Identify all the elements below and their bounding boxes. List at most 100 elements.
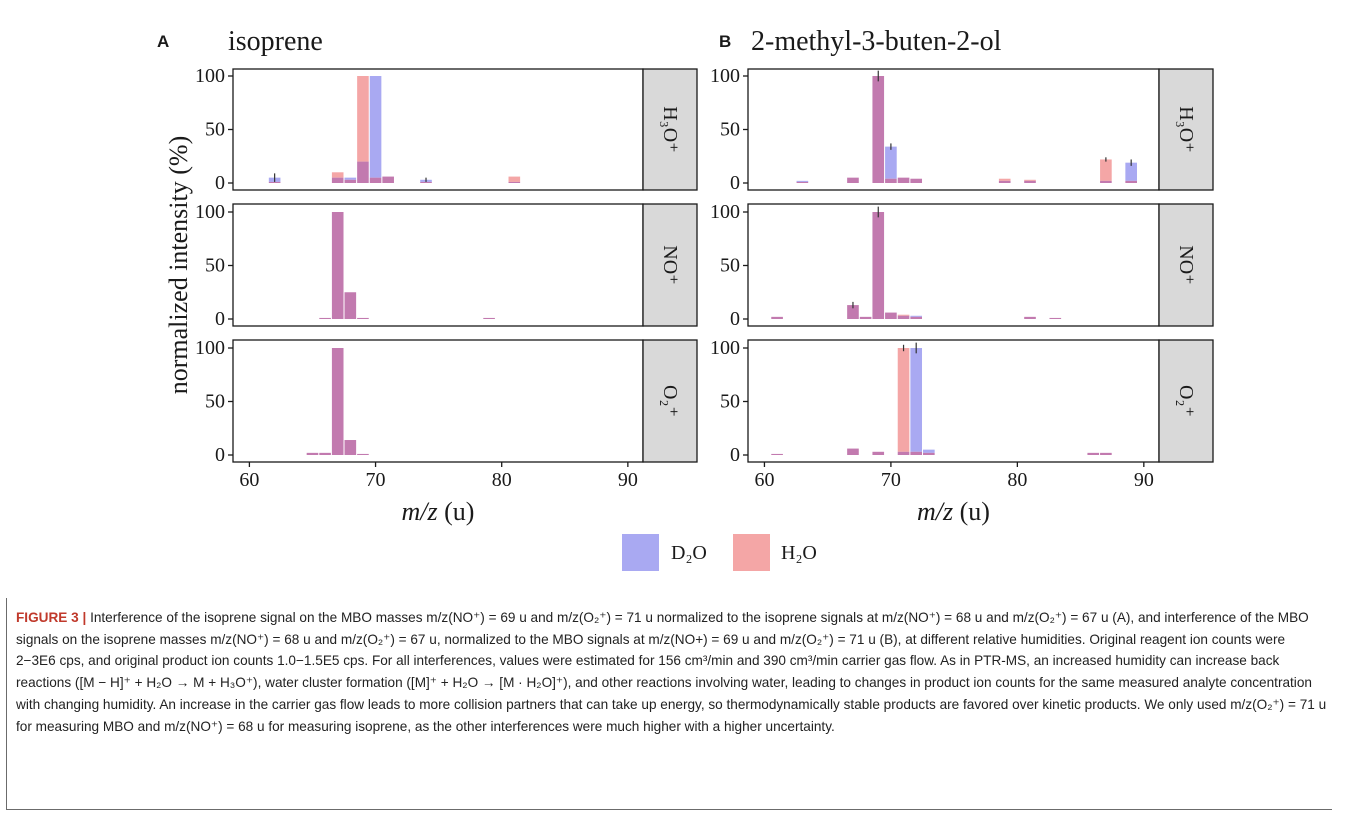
bar-overlap — [847, 448, 859, 455]
legend-swatch-d2o — [622, 534, 659, 571]
bar-d2o — [796, 180, 809, 182]
y-tick-label: 0 — [215, 444, 225, 466]
y-tick-label: 100 — [710, 65, 740, 87]
bar-overlap — [1125, 180, 1137, 183]
bar-overlap — [508, 181, 521, 183]
bar-overlap — [369, 177, 382, 183]
bar-overlap — [306, 452, 319, 455]
y-tick-label: 50 — [720, 255, 740, 277]
bar-overlap — [847, 305, 859, 319]
bar-overlap — [483, 317, 495, 319]
bar-overlap — [331, 348, 344, 455]
facet-strip-label: NO⁺ — [1175, 245, 1197, 284]
bar-overlap — [268, 181, 281, 183]
bar-overlap — [910, 178, 923, 183]
bar-overlap — [382, 176, 394, 183]
bar-d2o — [910, 348, 923, 452]
y-tick-label: 100 — [195, 201, 225, 223]
bar-overlap — [357, 453, 369, 455]
x-tick-label: 60 — [754, 469, 774, 491]
facet-strip-label: O₂⁺ — [659, 385, 681, 417]
bar-overlap — [872, 76, 885, 183]
bar-overlap — [1049, 317, 1062, 319]
x-tick-label: 90 — [1134, 469, 1154, 491]
y-tick-label: 50 — [720, 391, 740, 413]
x-axis-title: m/z (u) — [402, 497, 475, 526]
bar-h2o — [357, 76, 369, 162]
panel-title-B: 2-methyl-3-buten-2-ol — [751, 26, 1002, 57]
facet-frame — [747, 68, 1160, 191]
x-tick-label: 60 — [239, 469, 259, 491]
facet-strip — [642, 339, 698, 463]
bar-overlap — [885, 312, 897, 319]
bar-overlap — [420, 181, 432, 183]
bar-overlap — [885, 178, 897, 183]
bar-d2o — [910, 315, 923, 317]
bar-overlap — [859, 316, 872, 319]
y-tick-label: 100 — [195, 337, 225, 359]
y-tick-label: 100 — [710, 337, 740, 359]
y-tick-label: 50 — [205, 119, 225, 141]
facet-strip — [1158, 339, 1214, 463]
facet-frame — [232, 68, 644, 191]
bar-h2o — [998, 178, 1011, 181]
panel-letter-A: A — [157, 32, 169, 51]
facet-strip-label: O₂⁺ — [1175, 385, 1197, 417]
y-tick-label: 0 — [730, 172, 740, 194]
bar-overlap — [872, 212, 885, 319]
bar-overlap — [331, 177, 344, 183]
y-tick-label: 100 — [710, 201, 740, 223]
legend-label-d2o: D₂O — [671, 542, 707, 564]
bar-overlap — [897, 315, 910, 319]
bar-h2o — [508, 176, 521, 182]
bar-d2o — [923, 449, 935, 453]
caption-frame — [6, 598, 1332, 810]
facet-frame — [232, 203, 644, 327]
x-tick-label: 80 — [1007, 469, 1027, 491]
facet-frame — [747, 339, 1160, 463]
facet-strip — [642, 68, 698, 191]
bar-overlap — [847, 177, 859, 183]
legend-label-h2o: H₂O — [781, 542, 817, 564]
bar-overlap — [1024, 316, 1036, 319]
bar-h2o — [897, 348, 910, 452]
y-tick-label: 0 — [215, 172, 225, 194]
panel-letter-B: B — [719, 32, 731, 51]
x-tick-label: 80 — [492, 469, 512, 491]
bar-overlap — [910, 316, 923, 319]
bar-d2o — [369, 76, 382, 178]
facet-frame — [232, 339, 644, 463]
bar-overlap — [357, 317, 369, 319]
x-tick-label: 90 — [618, 469, 638, 491]
facet-strip-label: H₃O⁺ — [1175, 106, 1197, 152]
y-tick-label: 50 — [720, 119, 740, 141]
bar-d2o — [885, 146, 897, 179]
bar-h2o — [1100, 159, 1112, 181]
bar-overlap — [872, 451, 885, 455]
legend-swatch-h2o — [733, 534, 770, 571]
y-tick-label: 100 — [195, 65, 225, 87]
bar-h2o — [897, 314, 910, 316]
caption-text: Interference of the isoprene signal on t… — [16, 610, 1327, 734]
facet-frame — [747, 203, 1160, 327]
bar-overlap — [796, 181, 809, 183]
bar-overlap — [910, 451, 923, 455]
bar-d2o — [344, 177, 357, 180]
bar-overlap — [998, 180, 1011, 183]
caption-figure-label: FIGURE 3 | — [16, 610, 87, 625]
bar-overlap — [357, 161, 369, 183]
facet-strip — [1158, 203, 1214, 327]
y-axis-title: normalized intensity (%) — [164, 136, 193, 394]
bar-overlap — [344, 179, 357, 183]
bar-overlap — [319, 317, 331, 319]
bar-h2o — [331, 172, 344, 178]
y-tick-label: 50 — [205, 255, 225, 277]
bar-overlap — [771, 453, 783, 455]
y-tick-label: 50 — [205, 391, 225, 413]
bar-overlap — [331, 212, 344, 319]
bar-overlap — [1024, 180, 1036, 183]
x-tick-label: 70 — [366, 469, 386, 491]
bar-overlap — [1100, 180, 1112, 183]
facet-strip — [1158, 68, 1214, 191]
